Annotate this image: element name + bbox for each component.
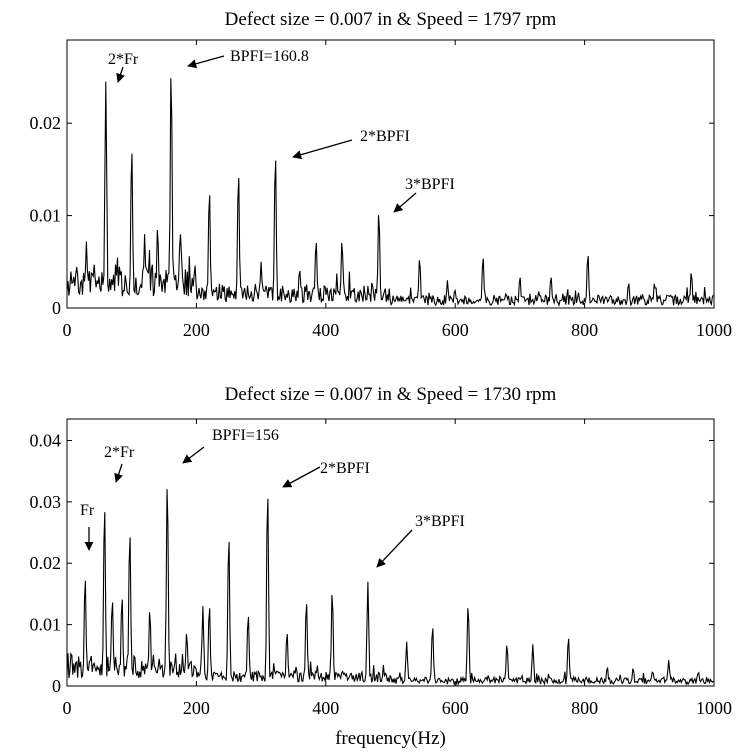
axes-frame (66, 418, 715, 687)
annotation-arrow (282, 466, 321, 488)
annotation-arrow (393, 192, 417, 213)
y-tick-label: 0.01 (30, 206, 62, 226)
x-tick-label: 0 (63, 698, 72, 718)
chart-title: Defect size = 0.007 in & Speed = 1797 rp… (225, 9, 557, 30)
y-tick-label: 0 (52, 298, 61, 318)
y-tick-label: 0.01 (30, 615, 62, 635)
annotation-arrow (187, 55, 225, 69)
spectrum-panel-2: Defect size = 0.007 in & Speed = 1730 rp… (30, 384, 733, 749)
annotation-label: 2*BPFI (320, 460, 370, 477)
chart-title: Defect size = 0.007 in & Speed = 1730 rp… (225, 384, 557, 405)
annotation-arrow (292, 139, 353, 160)
x-tick-label: 400 (312, 698, 339, 718)
annotation-label: BPFI=156 (212, 427, 279, 444)
axes-frame (66, 39, 715, 309)
spectrum-panel-1: Defect size = 0.007 in & Speed = 1797 rp… (30, 9, 733, 340)
x-tick-label: 800 (571, 320, 598, 340)
annotation-label: 3*BPFI (415, 513, 465, 530)
annotation-arrow (114, 463, 123, 483)
annotation-arrow (376, 529, 413, 568)
x-tick-label: 200 (183, 320, 210, 340)
y-tick-label: 0.02 (30, 113, 62, 133)
x-tick-label: 800 (571, 698, 598, 718)
annotation-label: Fr (80, 502, 95, 519)
y-tick-label: 0.02 (30, 553, 62, 573)
annotation-label: 2*Fr (104, 444, 135, 461)
annotation-label: 3*BPFI (405, 176, 455, 193)
x-axis-label: frequency(Hz) (335, 728, 446, 749)
annotation-label: BPFI=160.8 (230, 48, 309, 65)
y-tick-label: 0.03 (30, 492, 62, 512)
x-tick-label: 1000 (696, 320, 732, 340)
annotation-arrow (182, 446, 205, 464)
y-tick-label: 0 (52, 676, 61, 696)
x-tick-label: 400 (312, 320, 339, 340)
x-tick-label: 600 (442, 320, 469, 340)
spectrum-line (66, 489, 714, 687)
spectrum-line (66, 78, 714, 308)
y-tick-label: 0.04 (30, 430, 62, 450)
x-tick-label: 600 (442, 698, 469, 718)
x-tick-label: 200 (183, 698, 210, 718)
annotation-label: 2*BPFI (360, 128, 410, 145)
x-tick-label: 1000 (696, 698, 732, 718)
annotation-arrow (116, 66, 125, 83)
annotation-label: 2*Fr (108, 51, 139, 68)
x-tick-label: 0 (63, 320, 72, 340)
